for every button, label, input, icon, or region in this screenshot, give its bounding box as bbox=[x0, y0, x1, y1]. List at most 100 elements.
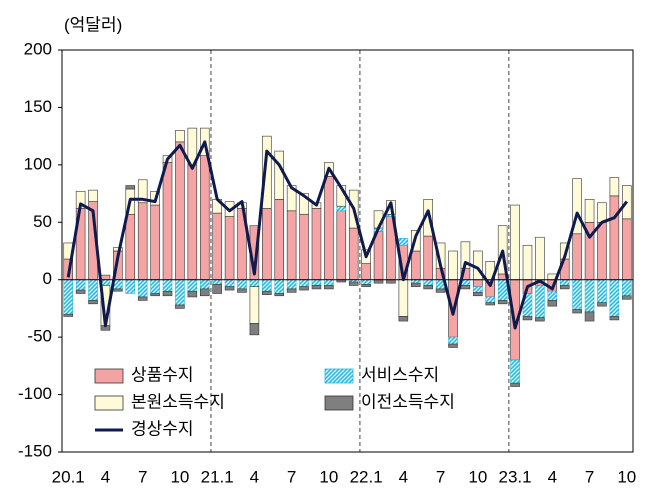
bar bbox=[572, 178, 582, 235]
bar bbox=[386, 279, 396, 284]
bar bbox=[237, 288, 247, 293]
bar bbox=[559, 279, 570, 286]
bar bbox=[448, 250, 458, 281]
x-tick-label: 10 bbox=[468, 467, 487, 486]
bar bbox=[411, 282, 421, 287]
bar bbox=[448, 343, 458, 348]
x-tick-label: 10 bbox=[617, 467, 636, 486]
y-tick-label: 100 bbox=[24, 154, 52, 173]
legend-swatch bbox=[94, 395, 124, 411]
legend-label: 서비스수지 bbox=[361, 365, 439, 384]
bar bbox=[497, 300, 508, 305]
bar bbox=[262, 208, 272, 281]
bar bbox=[274, 279, 284, 294]
bar bbox=[448, 336, 458, 345]
bar bbox=[497, 279, 508, 301]
bar bbox=[199, 288, 210, 297]
bar bbox=[336, 210, 347, 281]
bar bbox=[559, 285, 570, 290]
bar bbox=[274, 199, 284, 281]
bar bbox=[473, 279, 483, 287]
bar bbox=[137, 202, 148, 281]
bar bbox=[299, 213, 309, 281]
bar bbox=[286, 210, 297, 281]
bar bbox=[75, 279, 86, 291]
bar bbox=[262, 135, 272, 209]
bar bbox=[125, 279, 136, 294]
bar bbox=[63, 313, 73, 317]
bar bbox=[162, 290, 173, 297]
bar bbox=[75, 289, 86, 294]
bar bbox=[597, 221, 607, 281]
bar bbox=[113, 288, 123, 292]
bar bbox=[411, 250, 421, 281]
bar bbox=[187, 290, 198, 298]
legend-swatch bbox=[94, 368, 124, 384]
bar bbox=[137, 179, 148, 204]
bar bbox=[187, 279, 198, 292]
x-tick-label: 7 bbox=[138, 467, 147, 486]
bar bbox=[535, 285, 545, 318]
bar bbox=[125, 213, 136, 281]
bar bbox=[88, 279, 98, 301]
bar bbox=[547, 290, 558, 301]
x-tick-label: 4 bbox=[101, 467, 110, 486]
bar bbox=[609, 177, 620, 197]
bar bbox=[100, 274, 111, 281]
bar bbox=[373, 279, 384, 284]
bar bbox=[150, 293, 160, 297]
x-tick-label: 7 bbox=[436, 467, 445, 486]
bar bbox=[274, 293, 284, 297]
x-tick-label: 7 bbox=[585, 467, 594, 486]
bar bbox=[572, 233, 582, 281]
bar bbox=[336, 205, 347, 212]
bar bbox=[212, 212, 222, 281]
bar bbox=[622, 218, 632, 281]
bar bbox=[423, 279, 433, 286]
bar bbox=[299, 193, 309, 215]
bar bbox=[137, 296, 148, 301]
bar bbox=[572, 309, 582, 314]
bar bbox=[150, 279, 160, 294]
legend-swatch bbox=[324, 395, 354, 411]
bar bbox=[522, 244, 533, 281]
legend-label: 경상수지 bbox=[131, 419, 194, 438]
bar bbox=[584, 279, 595, 313]
x-tick-label: 10 bbox=[319, 467, 338, 486]
bar bbox=[224, 286, 235, 291]
bar bbox=[572, 279, 582, 310]
bar bbox=[473, 292, 483, 297]
x-tick-label: 4 bbox=[548, 467, 557, 486]
bar bbox=[262, 290, 272, 295]
bar bbox=[609, 316, 620, 321]
bar bbox=[460, 285, 471, 290]
bar bbox=[199, 155, 210, 281]
bar bbox=[212, 279, 222, 285]
bar bbox=[162, 162, 173, 281]
bar bbox=[510, 204, 520, 281]
bar bbox=[175, 130, 185, 143]
x-tick-label: 21.1 bbox=[201, 467, 234, 486]
y-tick-label: 150 bbox=[24, 97, 52, 116]
bar bbox=[175, 304, 185, 309]
bar bbox=[473, 286, 483, 293]
legend-label: 이전소득수지 bbox=[361, 392, 455, 411]
bar bbox=[622, 295, 632, 300]
bar bbox=[398, 316, 409, 322]
bar bbox=[88, 189, 98, 202]
x-tick-label: 22.1 bbox=[350, 467, 383, 486]
y-tick-label: -50 bbox=[27, 327, 52, 346]
y-tick-label: -100 bbox=[18, 384, 52, 403]
bar bbox=[547, 300, 558, 307]
plot-frame bbox=[61, 49, 634, 453]
bar bbox=[324, 285, 334, 290]
bar bbox=[398, 279, 409, 317]
bar bbox=[224, 216, 235, 281]
bar bbox=[249, 323, 260, 336]
bar bbox=[299, 279, 309, 287]
bar bbox=[286, 279, 297, 290]
x-tick-label: 10 bbox=[170, 467, 189, 486]
bar bbox=[311, 279, 322, 286]
line bbox=[66, 140, 628, 330]
bar bbox=[411, 279, 421, 284]
